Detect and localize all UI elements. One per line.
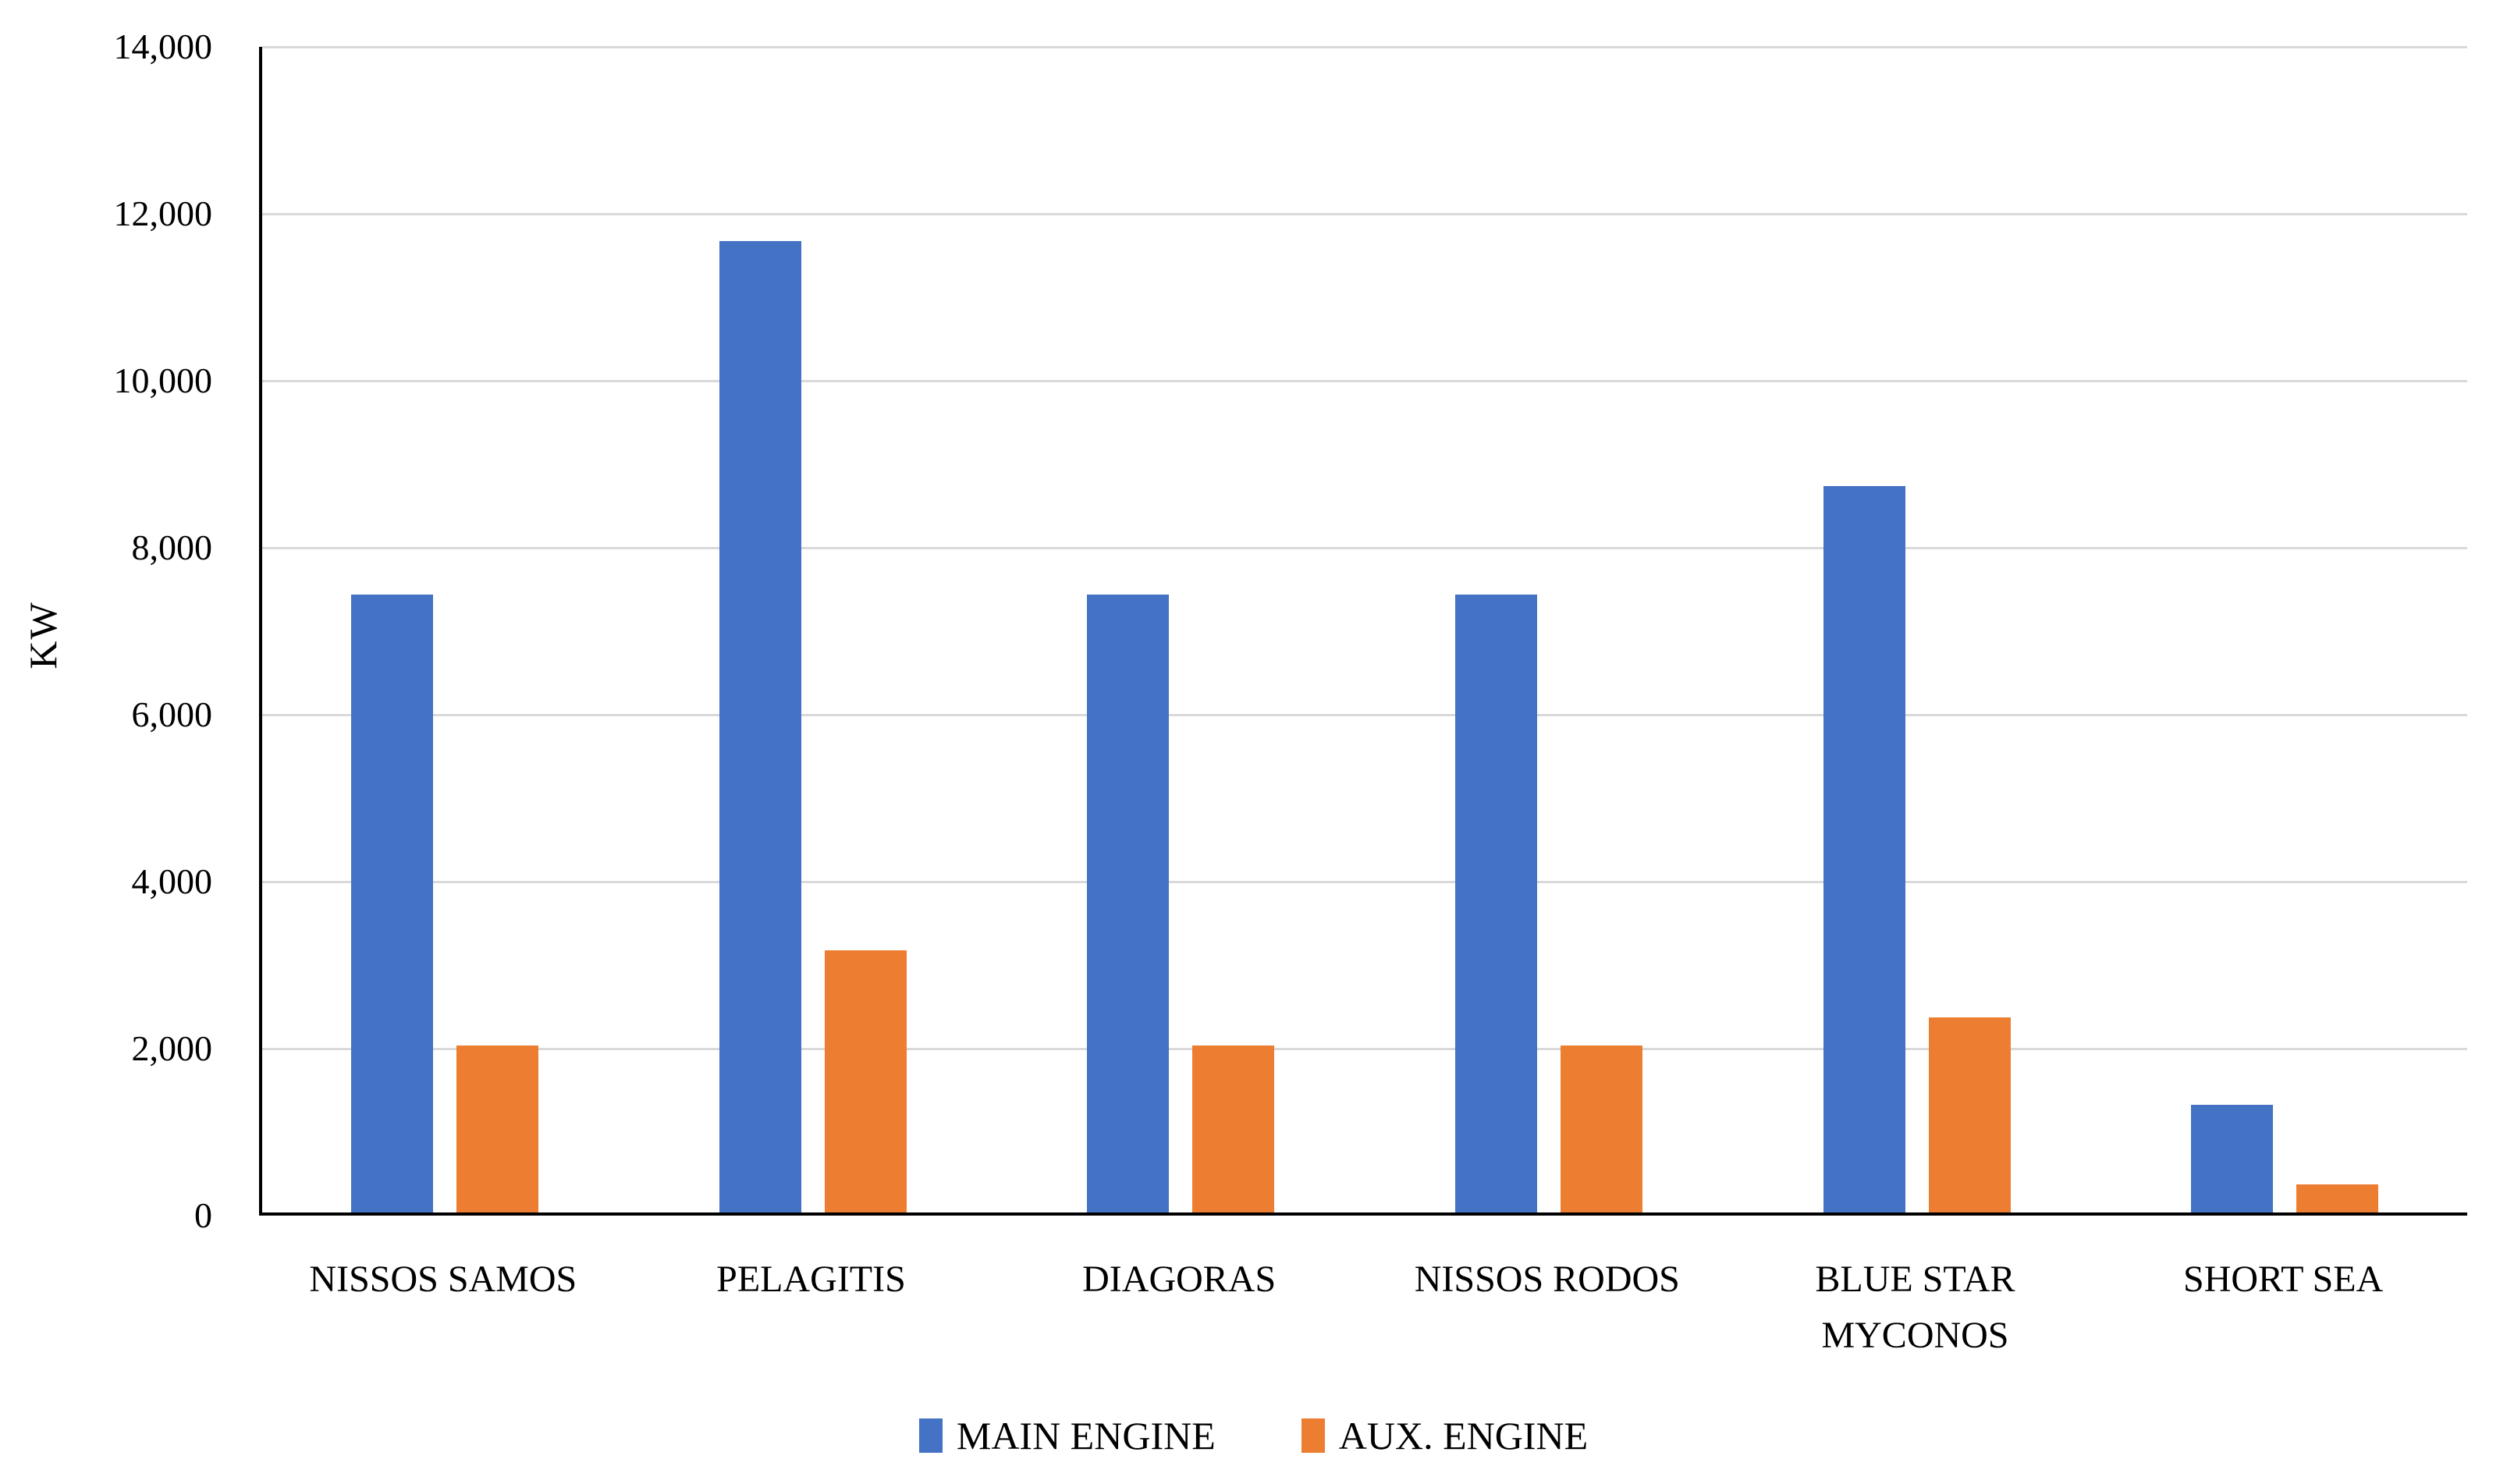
y-tick-label: 10,000: [113, 360, 213, 400]
bar-main-engine: [1823, 486, 1905, 1212]
gridline: [262, 46, 2467, 48]
y-tick-label: 12,000: [113, 193, 213, 233]
bar-aux-engine: [1560, 1046, 1642, 1212]
x-axis-category-label: NISSOS SAMOS: [309, 1259, 577, 1300]
plot-area: [259, 46, 2467, 1216]
aux-engine-swatch-icon: [1301, 1418, 1325, 1453]
x-axis-category-label: NISSOS RODOS: [1414, 1259, 1680, 1300]
y-tick-label: 0: [194, 1195, 212, 1235]
legend-item-main-engine: MAIN ENGINE: [918, 1414, 1216, 1457]
y-tick-label: 4,000: [131, 861, 213, 901]
chart-legend: MAIN ENGINE AUX. ENGINE: [0, 1414, 2507, 1457]
main-engine-swatch-icon: [918, 1418, 943, 1453]
bar-aux-engine: [2296, 1184, 2379, 1212]
bar-main-engine: [719, 240, 801, 1212]
bar-main-engine: [1454, 595, 1537, 1212]
bar-aux-engine: [824, 950, 907, 1212]
x-axis-category-label: DIAGORAS: [1082, 1259, 1277, 1300]
y-tick-label: 6,000: [131, 694, 213, 734]
gridline: [262, 1048, 2467, 1050]
gridline: [262, 714, 2467, 716]
y-tick-label: 8,000: [131, 527, 213, 567]
bar-main-engine: [2191, 1104, 2274, 1212]
gridline: [262, 547, 2467, 549]
x-axis-category-label: PELAGITIS: [716, 1259, 906, 1300]
x-axis-category-label: BLUE STAR MYCONOS: [1815, 1259, 2015, 1356]
y-tick-label: 14,000: [113, 27, 213, 66]
bar-main-engine: [1087, 595, 1170, 1212]
x-axis-category-label: SHORT SEA: [2183, 1259, 2384, 1300]
gridline: [262, 380, 2467, 382]
bar-aux-engine: [1192, 1046, 1275, 1212]
legend-label-aux-engine: AUX. ENGINE: [1338, 1414, 1589, 1457]
legend-label-main-engine: MAIN ENGINE: [956, 1414, 1216, 1457]
bar-main-engine: [350, 595, 433, 1212]
bar-aux-engine: [456, 1046, 538, 1212]
gridline: [262, 881, 2467, 883]
y-axis-title: KW: [21, 601, 65, 669]
gridline: [262, 213, 2467, 215]
bar-aux-engine: [1928, 1017, 2011, 1212]
y-tick-label: 2,000: [131, 1028, 213, 1068]
legend-item-aux-engine: AUX. ENGINE: [1301, 1414, 1588, 1457]
